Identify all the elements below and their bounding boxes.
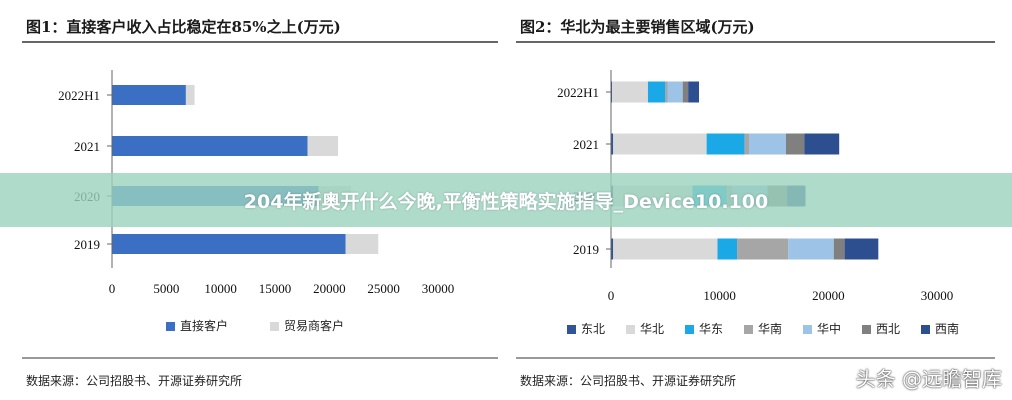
bar-segment (682, 81, 689, 103)
chart-2-x-tick-label: 10000 (703, 288, 736, 303)
bar-segment (611, 133, 614, 155)
watermark: 头条 @远瞻智库 (855, 367, 1002, 391)
chart-1-x-tick-label: 5000 (153, 281, 179, 296)
legend-swatch (744, 325, 753, 334)
bar-segment (612, 81, 648, 103)
bar-segment (112, 85, 186, 105)
legend-label: 贸易商客户 (284, 318, 344, 333)
legend-label: 直接客户 (180, 318, 228, 333)
chart-1-category-label: 2019 (74, 237, 100, 252)
legend-swatch (921, 325, 930, 334)
legend-label: 华中 (817, 321, 841, 336)
legend-label: 华东 (699, 322, 723, 336)
bar-segment (744, 133, 750, 155)
chart-1-x-tick-label: 25000 (367, 281, 400, 296)
legend-label: 西北 (876, 322, 900, 336)
chart-2-category-label: 2022H1 (557, 85, 599, 100)
bar-segment (613, 238, 718, 260)
legend-swatch (803, 325, 812, 334)
bar-segment (112, 234, 346, 254)
legend-swatch (685, 325, 694, 334)
bar-segment (749, 133, 786, 155)
chart-2-title: 图2：华北为最主要销售区域(万元) (520, 18, 755, 36)
legend-label: 东北 (581, 322, 605, 336)
chart-1-category-label: 2022H1 (58, 88, 100, 103)
bar-segment (737, 238, 789, 260)
bar-segment (788, 238, 834, 260)
banner-text: 204年新奥开什么今晚,平衡性策略实施指导_Device10.100 (243, 190, 769, 213)
bar-segment (185, 85, 195, 105)
bar-segment (611, 81, 613, 103)
bar-segment (345, 234, 379, 254)
bar-segment (611, 238, 614, 260)
bar-segment (833, 238, 845, 260)
bar-segment (785, 133, 805, 155)
chart-2: 图2：华北为最主要销售区域(万元) 数据来源：公司招股书、开源证券研究所 202… (516, 18, 995, 388)
chart-1-x-tick-label: 10000 (204, 281, 237, 296)
chart-2-category-label: 2021 (573, 137, 599, 152)
chart-1-source: 数据来源：公司招股书、开源证券研究所 (26, 373, 242, 388)
title-banner: 204年新奥开什么今晚,平衡性策略实施指导_Device10.100 (0, 173, 1012, 227)
bar-segment (647, 81, 666, 103)
chart-1-x-tick-label: 20000 (313, 281, 346, 296)
legend-swatch (166, 322, 175, 331)
chart-1-x-tick-label: 15000 (259, 281, 292, 296)
legend-swatch (862, 325, 871, 334)
legend-swatch (270, 322, 279, 331)
bar-segment (667, 81, 683, 103)
chart-1-category-label: 2021 (74, 139, 100, 154)
bar-segment (613, 133, 707, 155)
chart-2-x-tick-label: 30000 (921, 288, 954, 303)
chart-1-title: 图1：直接客户收入占比稳定在85%之上(万元) (26, 18, 341, 36)
chart-2-x-tick-label: 0 (608, 288, 615, 303)
chart-2-category-label: 2019 (573, 242, 599, 257)
bar-segment (717, 238, 738, 260)
chart-1-x-tick-label: 0 (109, 281, 116, 296)
chart-2-x-tick-label: 20000 (812, 288, 845, 303)
chart-2-source: 数据来源：公司招股书、开源证券研究所 (520, 373, 736, 388)
legend-label: 西南 (935, 321, 959, 336)
legend-swatch (626, 325, 635, 334)
chart-1-x-tick-label: 30000 (422, 281, 455, 296)
legend-swatch (567, 325, 576, 334)
legend-label: 华南 (758, 321, 782, 336)
legend-label: 华北 (640, 322, 664, 336)
bar-segment (706, 133, 745, 155)
bar-segment (665, 81, 668, 103)
bar-segment (112, 136, 308, 156)
bar-segment (688, 81, 700, 103)
bar-segment (804, 133, 840, 155)
bar-segment (307, 136, 339, 156)
bar-segment (844, 238, 879, 260)
